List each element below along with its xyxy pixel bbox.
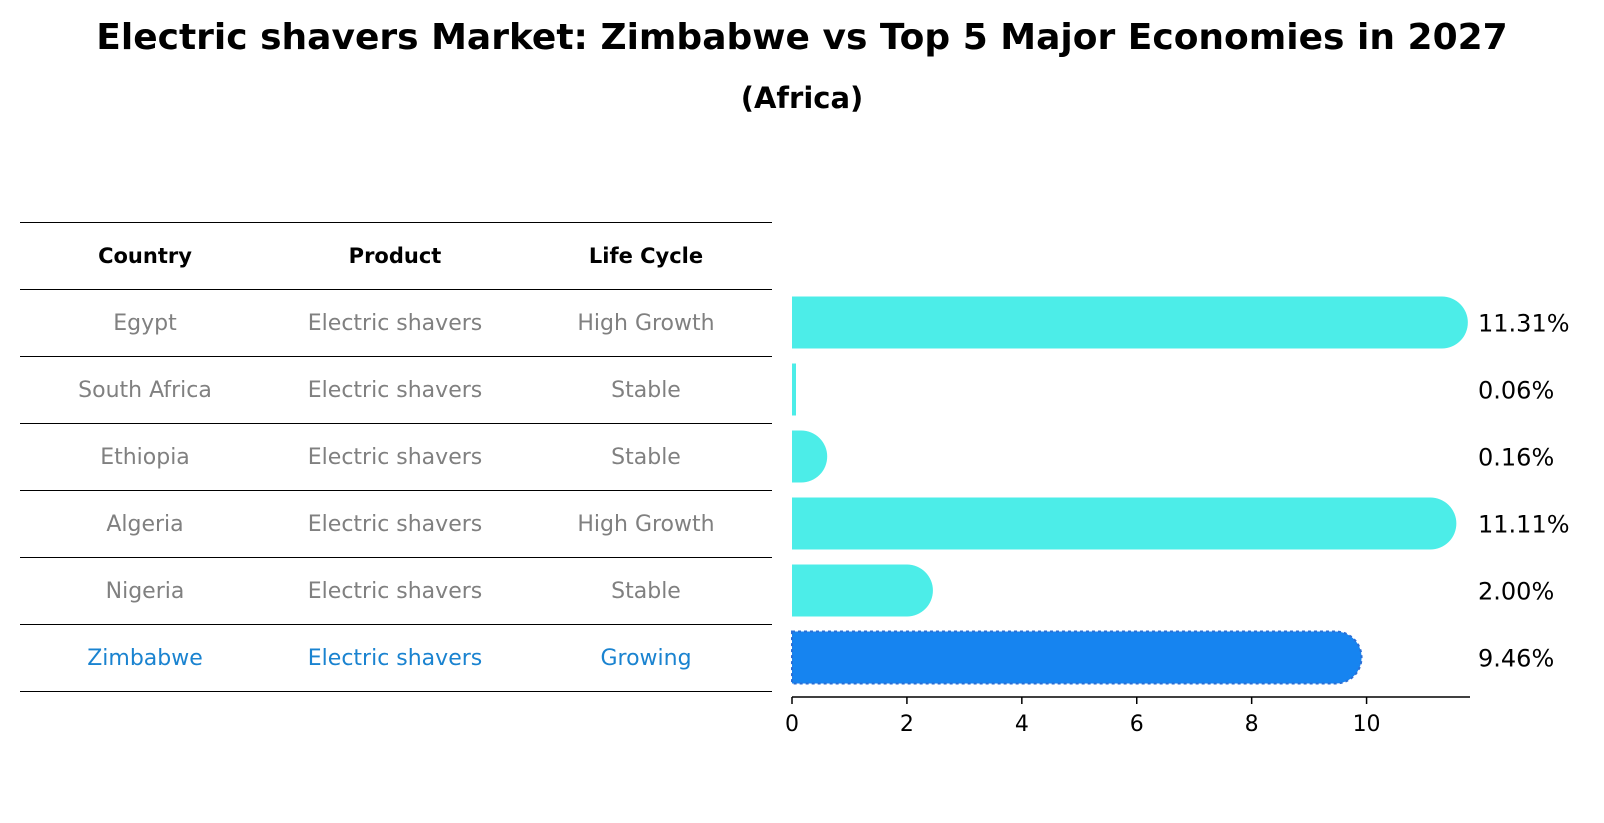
- chart-title: Electric shavers Market: Zimbabwe vs Top…: [96, 17, 1508, 58]
- value-label: 0.16%: [1478, 444, 1554, 472]
- bar-south-africa: [792, 363, 796, 416]
- cell-product: Electric shavers: [307, 578, 483, 604]
- header-life-cycle: Life Cycle: [588, 244, 704, 268]
- x-tick-label: 2: [900, 712, 914, 737]
- value-labels-group: 11.31% 0.06% 0.16% 11.11% 2.00% 9.46%: [1478, 310, 1570, 673]
- cell-country: Ethiopia: [100, 444, 190, 470]
- bar-algeria: [792, 497, 1457, 550]
- cell-product: Electric shavers: [307, 511, 483, 537]
- chart-subtitle: (Africa): [740, 81, 864, 115]
- x-axis: 0 2 4 6 8 10: [785, 696, 1470, 737]
- x-tick-label: 8: [1245, 712, 1259, 737]
- x-tick-label: 4: [1015, 712, 1029, 737]
- x-tick-label: 0: [785, 712, 799, 737]
- cell-country: Egypt: [113, 310, 177, 336]
- table-header-row: Country Product Life Cycle: [20, 223, 772, 290]
- bar-ethiopia: [792, 430, 828, 483]
- cell-life-cycle: High Growth: [577, 310, 715, 336]
- bars-group: [791, 296, 1468, 685]
- cell-product: Electric shavers: [307, 444, 483, 470]
- header-country: Country: [98, 244, 192, 268]
- x-tick-label: 10: [1353, 712, 1381, 737]
- bar-zimbabwe: [791, 630, 1363, 685]
- data-table: Country Product Life Cycle Egypt Electri…: [20, 222, 772, 692]
- table-row: Nigeria Electric shavers Stable: [20, 558, 772, 625]
- value-label: 0.06%: [1478, 377, 1554, 405]
- bar-nigeria: [792, 564, 933, 617]
- table-row: Algeria Electric shavers High Growth: [20, 491, 772, 558]
- table-row: Ethiopia Electric shavers Stable: [20, 424, 772, 491]
- cell-life-cycle: Stable: [611, 578, 681, 604]
- cell-product: Electric shavers: [307, 645, 483, 671]
- value-label: 2.00%: [1478, 578, 1554, 606]
- table-row-highlight: Zimbabwe Electric shavers Growing: [20, 625, 772, 692]
- cell-life-cycle: Stable: [611, 377, 681, 403]
- bar-egypt: [792, 296, 1468, 349]
- cell-life-cycle: Stable: [611, 444, 681, 470]
- cell-country: Zimbabwe: [87, 645, 203, 671]
- cell-life-cycle: Growing: [600, 645, 692, 671]
- table-row: South Africa Electric shavers Stable: [20, 357, 772, 424]
- cell-country: Nigeria: [105, 578, 185, 604]
- cell-country: Algeria: [106, 511, 184, 537]
- value-label: 11.31%: [1478, 310, 1570, 338]
- cell-country: South Africa: [78, 377, 212, 403]
- cell-product: Electric shavers: [307, 310, 483, 336]
- x-tick-label: 6: [1130, 712, 1144, 737]
- cell-product: Electric shavers: [307, 377, 483, 403]
- table-row: Egypt Electric shavers High Growth: [20, 290, 772, 357]
- header-product: Product: [348, 244, 442, 268]
- value-label: 9.46%: [1478, 645, 1554, 673]
- cell-life-cycle: High Growth: [577, 511, 715, 537]
- value-label: 11.11%: [1478, 511, 1570, 539]
